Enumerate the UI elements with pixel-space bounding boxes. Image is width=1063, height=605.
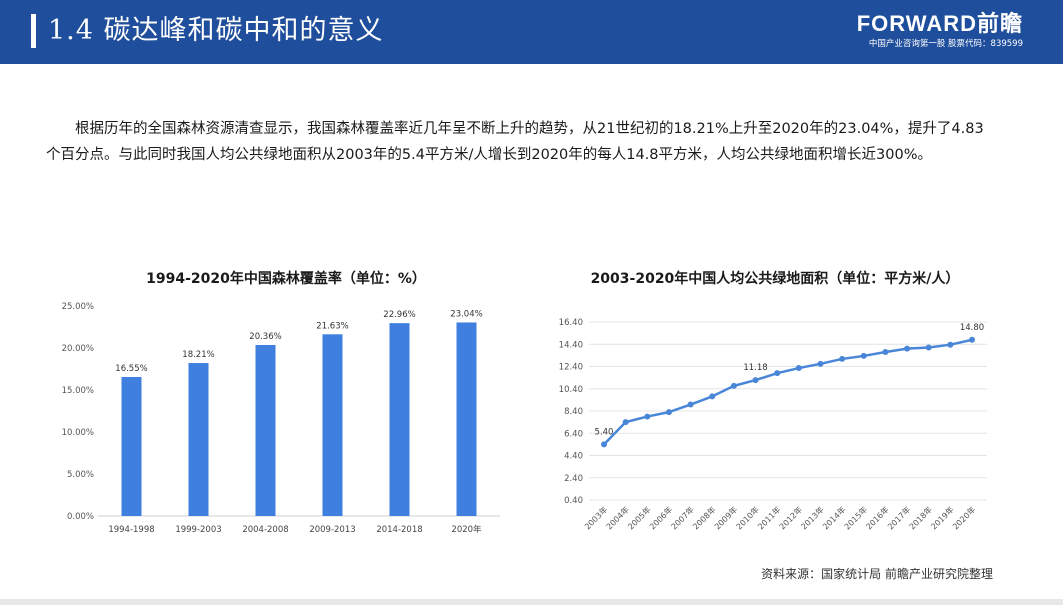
bar-x-tick-label: 1994-1998 xyxy=(108,525,154,535)
line-y-tick-label: 2.40 xyxy=(564,474,583,484)
data-point xyxy=(730,382,737,389)
line-x-tick-label: 2016年 xyxy=(864,504,891,531)
green-area-line-chart: 0.40 2.40 4.40 6.40 8.40 10.40 12.40 14.40 16.40… xyxy=(559,318,987,531)
data-point xyxy=(904,345,911,352)
source-note: 资料来源：国家统计局 前瞻产业研究院整理 xyxy=(761,567,993,581)
bar xyxy=(255,344,276,516)
line-value-label: 5.40 xyxy=(595,427,614,437)
bar-x-tick-label: 2014-2018 xyxy=(376,525,422,535)
line-x-tick-label: 2012年 xyxy=(777,504,804,531)
footer-strip xyxy=(0,599,1063,605)
line-x-tick-label: 2005年 xyxy=(626,504,653,531)
bar-x-tick-label: 1999-2003 xyxy=(175,525,221,535)
bar-y-tick-label: 0.00% xyxy=(67,512,94,522)
line-x-tick-label: 2004年 xyxy=(604,504,631,531)
bar-y-tick-label: 20.00% xyxy=(62,344,94,354)
line-x-tick-label: 2013年 xyxy=(799,504,826,531)
series-line xyxy=(603,338,973,446)
line-x-tick-label: 2003年 xyxy=(582,504,609,531)
data-point xyxy=(622,419,629,426)
bar-value-label: 18.21% xyxy=(182,350,214,360)
line-x-tick-label: 2019年 xyxy=(929,504,956,531)
bar-y-tick-label: 5.00% xyxy=(67,470,94,480)
line-value-label: 14.80 xyxy=(960,323,984,333)
bar xyxy=(322,334,343,516)
line-y-tick-label: 4.40 xyxy=(564,452,583,462)
line-x-tick-label: 2020年 xyxy=(950,504,977,531)
line-x-tick-label: 2015年 xyxy=(842,504,869,531)
bar-y-tick-label: 10.00% xyxy=(62,428,94,438)
line-y-tick-label: 0.40 xyxy=(564,496,583,506)
line-y-tick-label: 16.40 xyxy=(559,318,583,328)
line-value-label: 11.18 xyxy=(743,363,767,373)
line-x-tick-label: 2017年 xyxy=(885,504,912,531)
data-point xyxy=(752,377,759,384)
line-x-tick-label: 2007年 xyxy=(669,504,696,531)
intro-paragraph: 根据历年的全国森林资源清查显示，我国森林覆盖率近几年呈不断上升的趋势，从21世纪… xyxy=(46,121,984,163)
bar-y-tick-label: 15.00% xyxy=(62,386,94,396)
data-point xyxy=(860,352,867,359)
line-y-tick-label: 10.40 xyxy=(559,385,583,395)
bar xyxy=(121,376,142,516)
data-point xyxy=(795,365,802,372)
line-y-tick-label: 12.40 xyxy=(559,363,583,373)
line-y-tick-label: 8.40 xyxy=(564,407,583,417)
data-point xyxy=(601,441,607,448)
header-banner: 1.4 碳达峰和碳中和的意义 FORWARD前瞻 中国产业咨询第一股 股票代码：… xyxy=(0,0,1063,64)
data-point xyxy=(969,336,975,343)
line-x-tick-label: 2010年 xyxy=(734,504,761,531)
data-point xyxy=(774,370,781,377)
data-point xyxy=(709,393,716,400)
data-point xyxy=(925,344,932,351)
logo-sub-text: 中国产业咨询第一股 股票代码：839599 xyxy=(868,39,1023,49)
bar-value-label: 23.04% xyxy=(450,309,482,319)
bar-value-label: 20.36% xyxy=(249,332,281,342)
bar-x-tick-label: 2009-2013 xyxy=(309,525,355,535)
line-x-tick-label: 2011年 xyxy=(755,504,782,531)
bar xyxy=(389,323,410,516)
line-x-tick-label: 2014年 xyxy=(820,504,847,531)
forest-coverage-bar-chart: 0.00% 5.00% 10.00% 15.00% 20.00% 25.00% 16.55%… xyxy=(62,302,500,535)
bar-value-label: 21.63% xyxy=(316,321,348,331)
data-point xyxy=(644,413,651,420)
data-point xyxy=(817,360,824,367)
line-x-tick-label: 2008年 xyxy=(691,504,718,531)
forward-logo: FORWARD前瞻 中国产业咨询第一股 股票代码：839599 xyxy=(857,12,1023,50)
bar-x-tick-label: 2020年 xyxy=(451,524,482,535)
data-point xyxy=(882,349,889,356)
line-y-tick-label: 6.40 xyxy=(564,429,583,439)
bar xyxy=(456,322,477,516)
bar-x-tick-label: 2004-2008 xyxy=(242,525,288,535)
data-point xyxy=(947,341,954,348)
line-x-tick-label: 2009年 xyxy=(712,504,739,531)
data-point xyxy=(839,355,846,362)
data-point xyxy=(665,409,672,416)
title-accent-bar xyxy=(31,14,36,48)
bar-chart-title: 1994-2020年中国森林覆盖率（单位：%） xyxy=(146,271,426,287)
bar-y-tick-label: 25.00% xyxy=(62,302,94,312)
line-y-tick-label: 14.40 xyxy=(559,340,583,350)
data-point xyxy=(687,401,694,408)
logo-main-text: FORWARD前瞻 xyxy=(856,11,1023,36)
bar xyxy=(188,363,209,516)
bar-value-label: 16.55% xyxy=(115,364,147,374)
page-title: 1.4 碳达峰和碳中和的意义 xyxy=(48,15,384,46)
bar-value-label: 22.96% xyxy=(383,310,415,320)
line-chart-title: 2003-2020年中国人均公共绿地面积（单位：平方米/人） xyxy=(590,271,960,287)
line-x-tick-label: 2006年 xyxy=(647,504,674,531)
line-x-tick-label: 2018年 xyxy=(907,504,934,531)
